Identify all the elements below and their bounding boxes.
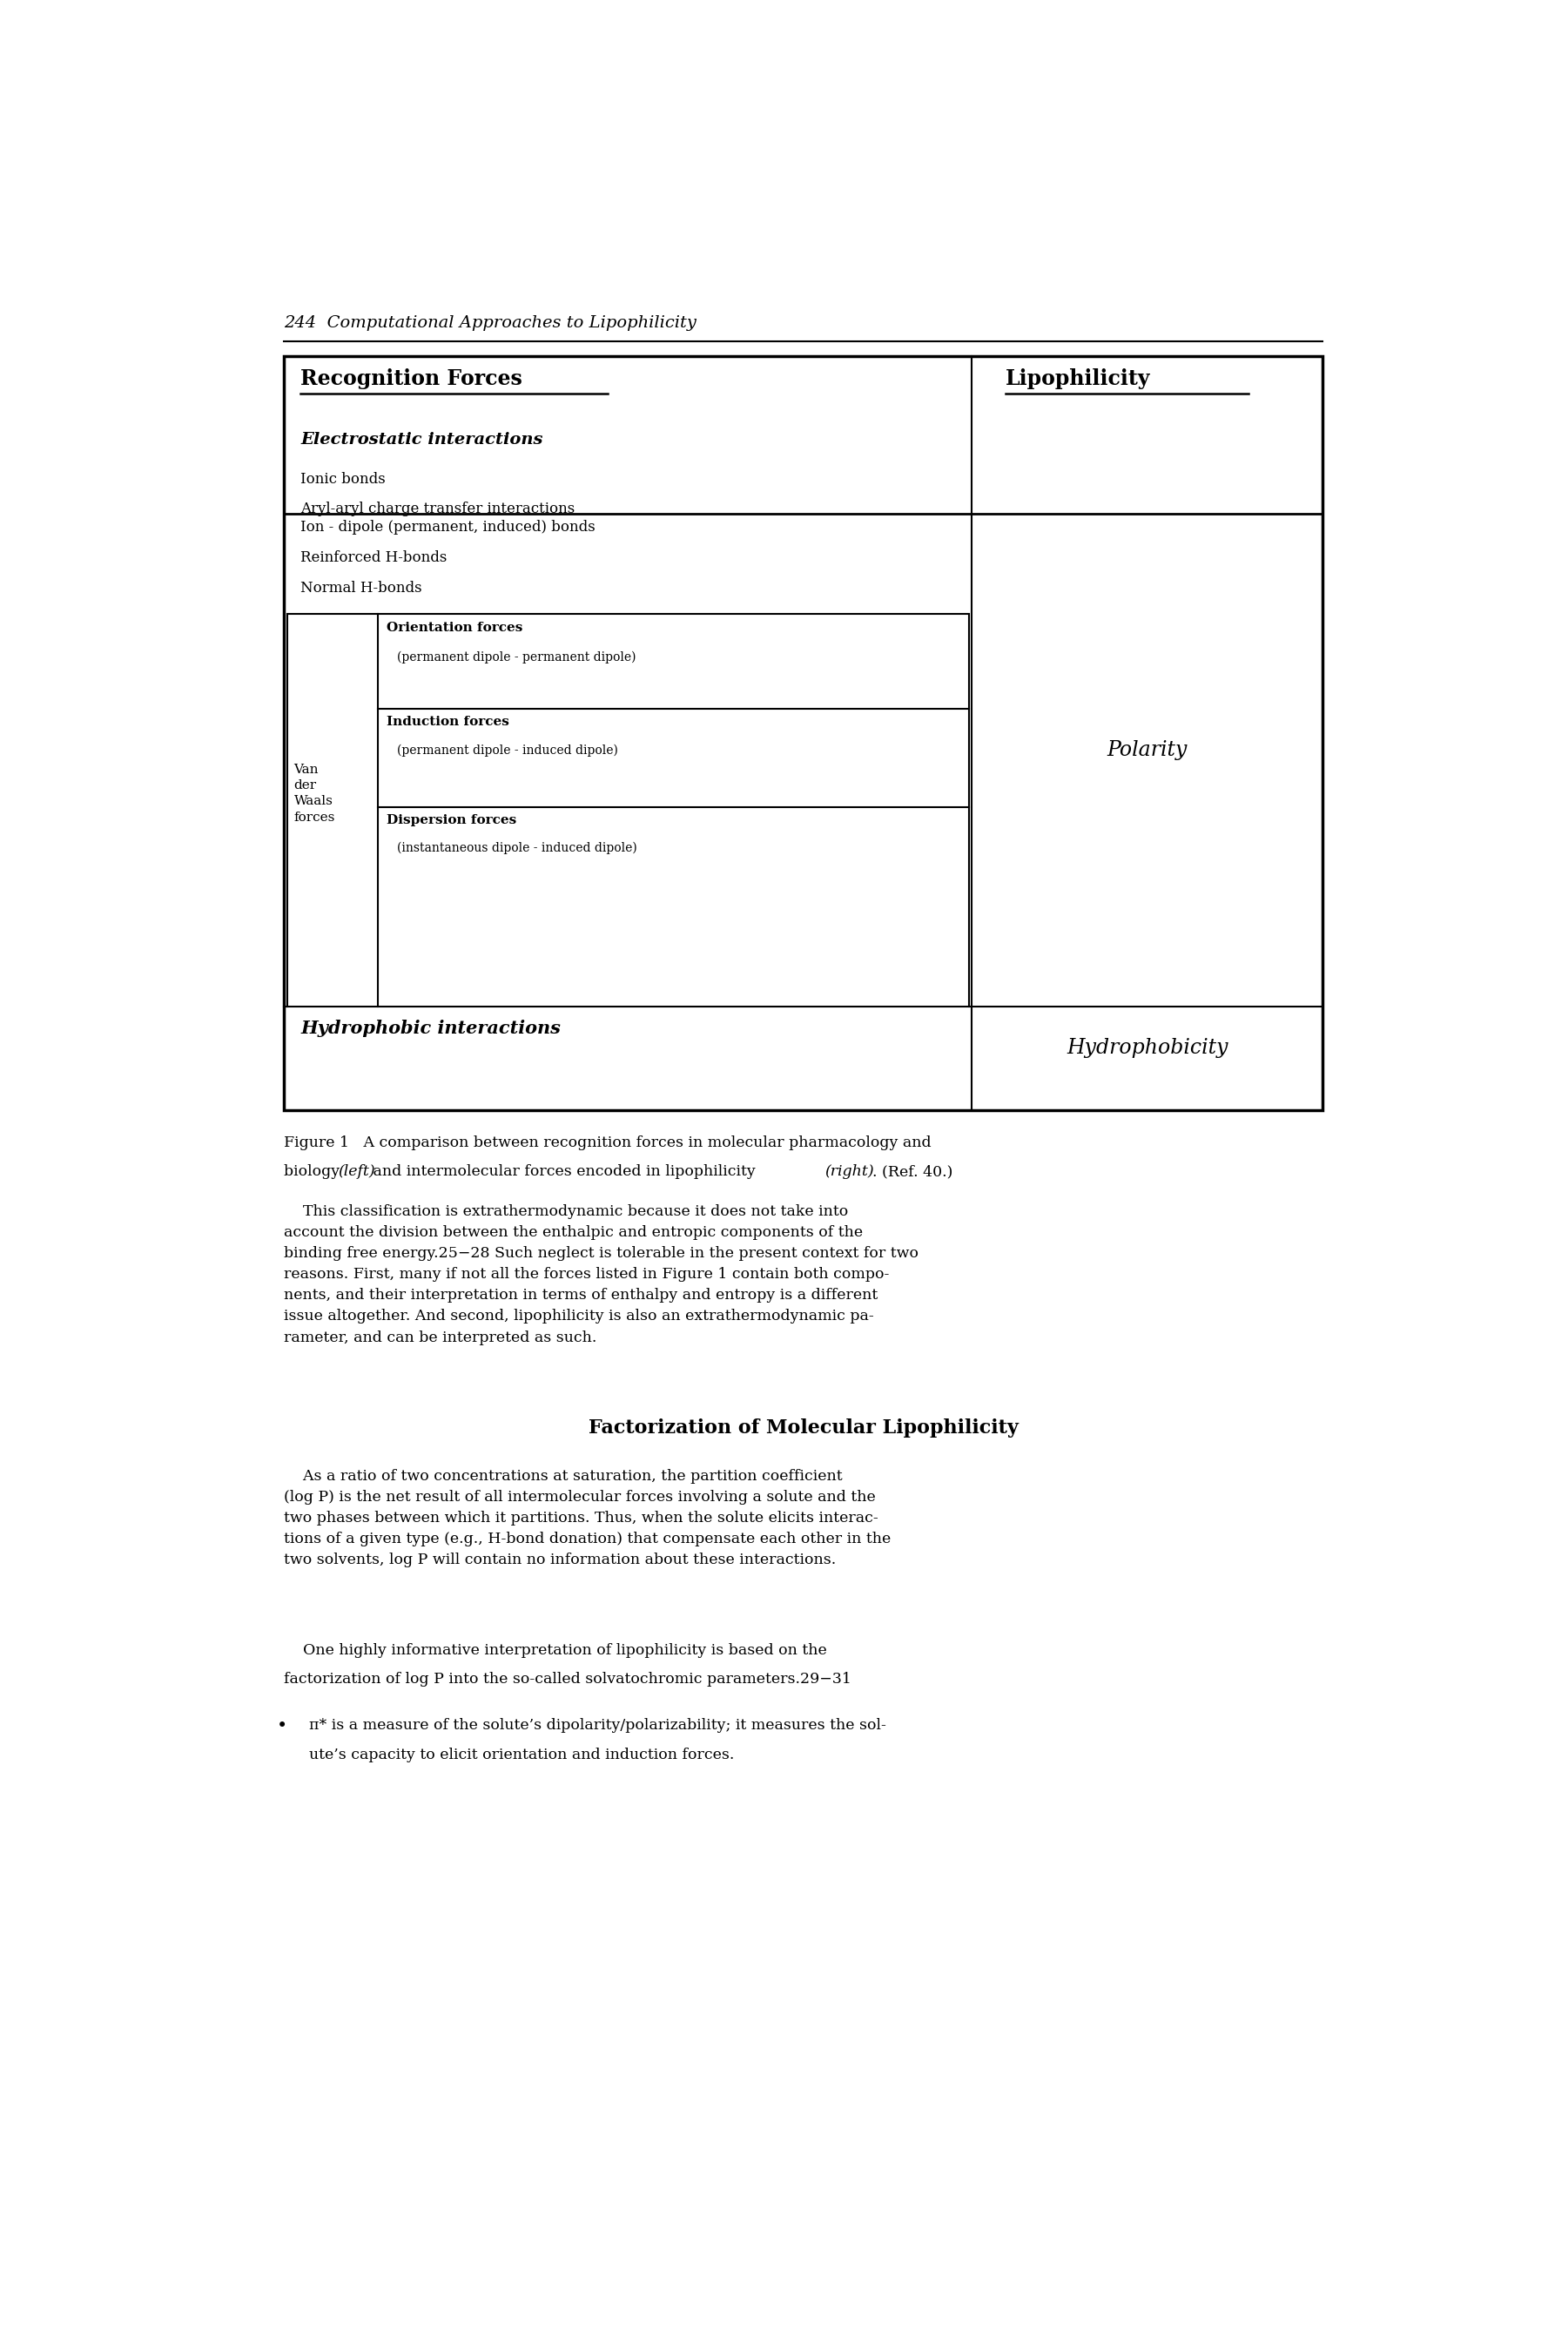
Text: Ion - dipole (permanent, induced) bonds: Ion - dipole (permanent, induced) bonds: [301, 520, 596, 536]
Text: Reinforced H-bonds: Reinforced H-bonds: [301, 550, 447, 564]
Bar: [287, 614, 969, 1006]
Text: Lipophilicity: Lipophilicity: [1005, 369, 1151, 388]
Text: Normal H-bonds: Normal H-bonds: [301, 581, 422, 595]
Text: (instantaneous dipole - induced dipole): (instantaneous dipole - induced dipole): [397, 842, 637, 853]
Text: . (Ref. 40.): . (Ref. 40.): [872, 1164, 952, 1180]
Bar: [284, 355, 1323, 1110]
Text: Aryl-aryl charge transfer interactions: Aryl-aryl charge transfer interactions: [301, 501, 575, 517]
Text: As a ratio of two concentrations at saturation, the partition coefficient
(log P: As a ratio of two concentrations at satu…: [284, 1469, 891, 1568]
Text: (right): (right): [825, 1164, 873, 1180]
Text: 244  Computational Approaches to Lipophilicity: 244 Computational Approaches to Lipophil…: [284, 315, 696, 331]
Text: Dispersion forces: Dispersion forces: [386, 813, 516, 825]
Text: (permanent dipole - permanent dipole): (permanent dipole - permanent dipole): [397, 651, 637, 663]
Text: One highly informative interpretation of lipophilicity is based on the: One highly informative interpretation of…: [284, 1643, 826, 1657]
Text: Hydrophobicity: Hydrophobicity: [1066, 1039, 1228, 1058]
Text: ute’s capacity to elicit orientation and induction forces.: ute’s capacity to elicit orientation and…: [309, 1747, 734, 1763]
Text: biology: biology: [284, 1164, 345, 1180]
Text: π* is a measure of the solute’s dipolarity/polarizability; it measures the sol-: π* is a measure of the solute’s dipolari…: [309, 1719, 886, 1733]
Text: (left): (left): [337, 1164, 375, 1180]
Text: factorization of log P into the so-called solvatochromic parameters.29−31: factorization of log P into the so-calle…: [284, 1672, 851, 1686]
Text: Orientation forces: Orientation forces: [386, 623, 522, 635]
Text: Polarity: Polarity: [1107, 741, 1187, 759]
Text: Figure 1   A comparison between recognition forces in molecular pharmacology and: Figure 1 A comparison between recognitio…: [284, 1136, 931, 1150]
Text: •: •: [278, 1719, 287, 1735]
Text: Electrostatic interactions: Electrostatic interactions: [301, 433, 543, 447]
Text: Van
der
Waals
forces: Van der Waals forces: [293, 764, 336, 823]
Text: Recognition Forces: Recognition Forces: [301, 369, 522, 388]
Text: Ionic bonds: Ionic bonds: [301, 473, 386, 487]
Text: (permanent dipole - induced dipole): (permanent dipole - induced dipole): [397, 743, 618, 757]
Text: Induction forces: Induction forces: [386, 717, 510, 729]
Text: Hydrophobic interactions: Hydrophobic interactions: [301, 1020, 561, 1037]
Text: This classification is extrathermodynamic because it does not take into
account : This classification is extrathermodynami…: [284, 1204, 919, 1345]
Text: Factorization of Molecular Lipophilicity: Factorization of Molecular Lipophilicity: [588, 1418, 1018, 1439]
Text: and intermolecular forces encoded in lipophilicity: and intermolecular forces encoded in lip…: [368, 1164, 760, 1180]
